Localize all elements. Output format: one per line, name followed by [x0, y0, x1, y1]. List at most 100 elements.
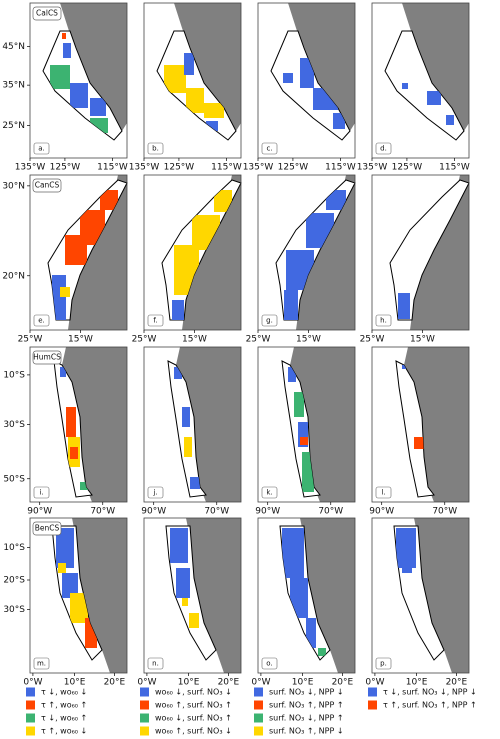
legend-label: τ ↑, wo₆₀ ↑ — [41, 701, 87, 710]
panel-letter: i. — [39, 489, 43, 497]
x-tick-label: 125°W — [392, 163, 423, 173]
category-cell — [398, 293, 410, 319]
category-cell — [402, 365, 406, 369]
x-tick-label: 20°E — [332, 678, 354, 688]
x-tick-label: 15°W — [182, 335, 207, 345]
panel-letter: o. — [266, 660, 272, 668]
map-panel: h. 25°W 15°W — [360, 174, 470, 345]
category-cell — [214, 190, 232, 212]
x-tick-label: 125°W — [50, 163, 81, 173]
panel-letter: c. — [266, 145, 272, 153]
region-label-box — [32, 350, 62, 365]
legend-label: surf. NO₃ ↑, NPP ↓ — [269, 727, 344, 736]
panel-letter: g. — [266, 317, 273, 325]
panel-frame — [143, 174, 242, 331]
category-cell — [60, 287, 70, 297]
legend-swatch — [254, 726, 263, 736]
region-label: CanCS — [35, 181, 60, 190]
category-cell — [414, 437, 424, 449]
x-tick-label: 10°E — [406, 678, 428, 688]
panel-letter-box — [33, 314, 50, 327]
region-label-box — [32, 6, 62, 21]
x-tick-label: 25°W — [132, 335, 157, 345]
legend-swatch — [26, 713, 35, 723]
panel-letter-box — [261, 314, 278, 327]
panel-letter: l. — [381, 489, 385, 497]
legend-label: τ ↑, wo₆₀ ↓ — [41, 727, 87, 736]
panel-letter-box — [33, 657, 50, 670]
panel-letter: h. — [380, 317, 387, 325]
region-label: BenCS — [35, 524, 60, 533]
category-cell — [170, 528, 188, 563]
map-panel: f. 25°W 15°W — [132, 174, 242, 345]
category-cell — [52, 275, 66, 320]
panel-letter-box — [147, 486, 164, 499]
y-tick-label: 50°S — [3, 474, 25, 484]
panel-letter-box — [375, 486, 392, 499]
category-cell — [206, 121, 218, 131]
x-tick-label: 0°W — [251, 678, 270, 688]
category-cell — [189, 613, 199, 628]
y-tick-label: 25°N — [2, 121, 25, 131]
category-cell — [164, 65, 186, 93]
panel-letter: m. — [37, 660, 46, 668]
category-cell — [80, 482, 88, 490]
panel-frame — [257, 2, 356, 159]
panel-frame — [143, 2, 242, 159]
legend-swatch — [254, 713, 263, 723]
y-tick-label: 20°S — [3, 576, 25, 586]
panel-letter-box — [147, 657, 164, 670]
category-cell — [172, 300, 184, 320]
panel-frame — [371, 2, 470, 159]
panel-letter: e. — [38, 317, 45, 325]
category-cell — [90, 98, 106, 116]
category-cell — [333, 113, 345, 129]
x-tick-label: 15°W — [68, 335, 93, 345]
x-tick-label: 135°W — [357, 163, 388, 173]
land — [414, 518, 469, 673]
panel-frame — [29, 2, 128, 159]
map-panel: j. 90°W 70°W — [141, 346, 242, 517]
category-cell — [58, 563, 66, 573]
legend-label: τ ↓, wo₆₀ ↓ — [41, 688, 87, 697]
panel-letter-box — [33, 142, 50, 155]
y-tick-label: 30°S — [3, 420, 25, 430]
panel-frame — [257, 346, 356, 503]
panel-letter-box — [375, 142, 392, 155]
category-cell — [62, 33, 66, 39]
legend-swatch — [140, 687, 149, 697]
x-tick-label: 25°W — [246, 335, 271, 345]
panel-letter: f. — [153, 317, 157, 325]
x-tick-label: 90°W — [27, 507, 52, 517]
category-cell — [294, 392, 304, 417]
category-cell — [318, 648, 326, 656]
legend-swatch — [254, 687, 263, 697]
category-cell — [63, 43, 71, 58]
map-panel: c. 135°W 125°W 115°W — [243, 2, 356, 173]
x-tick-label: 125°W — [278, 163, 309, 173]
x-tick-label: 25°W — [360, 335, 385, 345]
map-panel: n. 0°W 10°E 20°E — [137, 517, 242, 688]
legend-swatch — [140, 713, 149, 723]
category-cell — [290, 578, 308, 618]
x-tick-label: 10°E — [292, 678, 314, 688]
panel-frame — [257, 174, 356, 331]
legend-swatch — [140, 700, 149, 710]
legend-swatch — [254, 700, 263, 710]
category-cell — [190, 477, 200, 489]
panel-frame — [371, 174, 470, 331]
x-tick-label: 70°W — [90, 507, 115, 517]
y-tick-label: 10°S — [3, 543, 25, 553]
category-cell — [100, 190, 118, 210]
y-tick-label: 30°S — [3, 605, 25, 615]
x-tick-label: 135°W — [243, 163, 274, 173]
x-tick-label: 115°W — [97, 163, 128, 173]
map-panel: k. 90°W 70°W — [255, 346, 356, 517]
land — [296, 175, 355, 330]
map-panel: e. 25°W 15°W — [18, 174, 128, 345]
category-cell — [300, 58, 314, 88]
map-panel: p. 0°W 10°E 20°E — [365, 517, 470, 688]
x-tick-label: 70°W — [432, 507, 457, 517]
category-cell — [402, 83, 408, 89]
x-tick-label: 135°W — [129, 163, 160, 173]
